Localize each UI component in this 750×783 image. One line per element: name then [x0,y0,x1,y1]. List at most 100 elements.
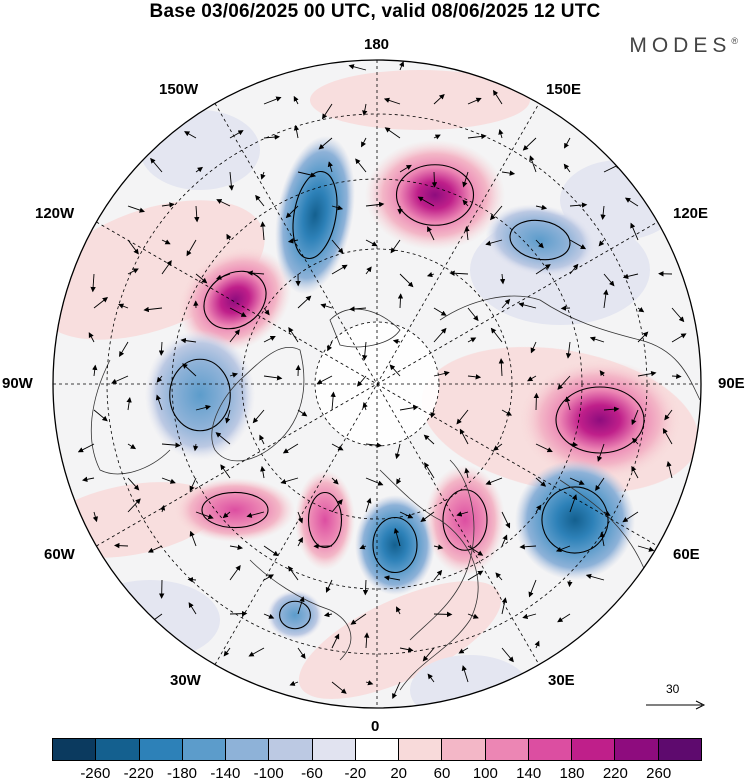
wind-arrow [433,93,445,105]
wind-arrow [323,611,333,618]
colorbar-swatch [442,739,486,760]
wind-arrow [399,646,414,653]
wind-arrow [365,477,384,486]
wind-arrow [331,239,344,254]
wind-arrow [365,266,372,275]
circulation-ring [292,170,338,260]
wind-arrow [637,331,649,343]
colorbar-tick-label: -140 [210,765,241,782]
wind-arrow [599,531,605,547]
wind-arrow [263,335,276,343]
wind-arrow [263,307,270,316]
wind-arrow [143,306,163,313]
wind-arrow [229,130,244,139]
wind-arrow [459,428,469,445]
colorbar-swatch [182,739,227,760]
wind-arrow [600,205,606,220]
wind-arrow [362,341,368,361]
wind-arrow [631,465,639,479]
colorbar-swatch [399,739,443,760]
colorbar-tick-label: 260 [646,765,672,782]
wind-arrow [260,465,266,479]
wind-arrow [433,544,444,550]
wind-arrow [331,681,347,694]
wind-arrow [535,264,551,275]
wind-arrow [362,103,368,116]
wind-arrow [364,632,370,649]
wind-arrow [359,544,367,550]
wind-arrow [248,647,265,657]
lon-label-0: 0 [371,718,380,735]
colorbar-swatch [139,739,183,760]
map-frame [52,59,702,709]
wind-arrow [297,537,303,547]
wind-arrow [599,370,606,377]
lon-label-150e: 150E [546,81,582,98]
colorbar-tick-label: -220 [123,765,154,782]
wind-arrow [161,260,172,275]
wind-arrow [384,127,401,139]
wind-arrow [126,397,132,411]
wind-arrow [161,477,176,484]
wind-arrow [365,239,378,247]
wind-arrow [529,155,537,173]
wind-arrow [467,97,482,105]
wind-arrow [449,270,469,276]
wind-arrow [147,545,163,553]
wind-arrow [467,374,482,380]
wind-arrow [150,157,163,173]
wind-arrow [461,665,469,683]
colorbar-swatch [355,739,400,760]
lon-label-30e: 30E [548,672,575,689]
colorbar-swatch [269,739,313,760]
wind-arrow [569,477,585,485]
wind-arrow [127,268,139,275]
wind-arrow [184,131,197,139]
wind-arrow [467,613,479,619]
wind-arrow [671,333,687,343]
wind-arrow [662,428,673,445]
wind-arrow [161,202,175,208]
wind-arrow [535,204,548,210]
wind-arrow [186,239,197,257]
wind-arrow [630,222,639,241]
wind-arrow [365,201,385,208]
wind-arrow [501,647,514,663]
wind-arrow [467,570,484,581]
wind-arrow [637,307,645,313]
wind-arrow [260,171,266,180]
wind-arrow [467,133,487,140]
positive-anomaly [425,465,505,575]
circulation-ring [307,491,343,549]
wind-arrow [426,271,435,278]
wind-arrow [287,565,299,581]
wind-arrow [216,199,231,207]
wind-arrow [433,327,447,343]
colorbar-swatch [226,739,270,760]
wind-arrow [631,409,639,426]
wind-arrow [247,270,265,276]
wind-arrow [229,372,238,378]
wind-arrow [263,375,283,381]
wind-arrow [297,171,317,178]
wind-arrow [195,404,211,411]
lon-label-30w: 30W [170,672,201,689]
wind-arrow [597,443,605,462]
wind-arrow [392,681,401,700]
wind-arrow [331,205,344,211]
colorbar-tick-label: -20 [344,765,367,782]
wind-arrow [293,95,299,105]
wind-arrow [397,293,404,309]
wind-arrow [193,443,199,452]
wind-arrow [433,307,447,316]
wind-arrow [485,239,503,246]
wind-arrow [501,409,512,416]
wind-arrow [246,511,265,518]
wind-arrow [399,511,414,519]
wind-arrow [565,396,571,411]
wind-arrow [624,197,639,207]
wind-arrow [82,476,95,482]
colorbar-tick-label: -60 [301,765,323,782]
wind-arrow [188,602,197,615]
wind-arrow [462,199,469,207]
